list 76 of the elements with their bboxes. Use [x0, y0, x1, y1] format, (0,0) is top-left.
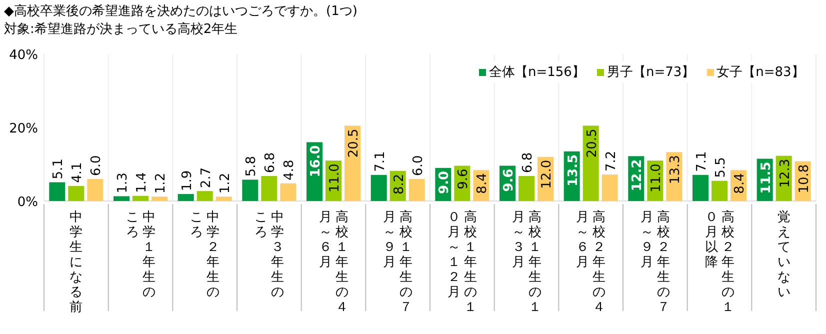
x-tick-label: 中学生になる前 [68, 210, 84, 315]
data-label: 4.1 [70, 162, 86, 183]
data-label: 1.3 [116, 172, 130, 194]
category-label: 中学３年生のころ [254, 210, 284, 300]
legend-label: 全体【n=156】 [488, 65, 585, 80]
bar [582, 126, 599, 201]
bar [49, 182, 66, 201]
category-label: 高校２年生の１０月以降 [704, 210, 734, 315]
data-label: 9.6 [456, 168, 472, 190]
legend-label: 女子【n=83】 [716, 65, 804, 80]
data-label: 5.5 [714, 157, 728, 178]
category-label: 中学２年生のころ [190, 210, 220, 300]
bar [712, 180, 728, 201]
category-label: 高校１年生の１０月～１２月 [447, 210, 477, 315]
bar [344, 126, 360, 201]
y-tick-label: 20% [9, 122, 38, 136]
bar [408, 178, 425, 201]
bar [132, 196, 148, 201]
category-label: 中学１年生のころ [126, 210, 156, 300]
data-label: 10.8 [796, 164, 812, 194]
bar [242, 180, 258, 201]
bar [178, 194, 194, 201]
x-tick-label: 覚えていない [776, 210, 792, 300]
data-label: 20.5 [346, 128, 362, 158]
data-label: 6.8 [263, 152, 278, 174]
data-label: 4.8 [282, 160, 298, 180]
chart-subtitle: 対象:希望進路が決まっている高校2年生 [4, 21, 238, 38]
data-label: 5.1 [51, 158, 66, 180]
bar [261, 176, 278, 201]
data-label: 5.8 [244, 156, 260, 177]
data-label: 12.3 [778, 158, 793, 188]
data-label: 7.1 [694, 151, 710, 172]
data-label: 1.2 [154, 172, 168, 194]
bar [216, 196, 232, 201]
category-label: 高校１年生の７月～９月 [383, 210, 413, 315]
bar [68, 186, 84, 201]
data-label: 1.4 [134, 172, 150, 193]
data-label: 6.0 [89, 155, 104, 176]
bar [692, 174, 708, 201]
data-label: 1.9 [180, 170, 195, 192]
category-label: 高校２年生の４月～６月 [576, 210, 606, 315]
data-label: 8.2 [392, 174, 407, 195]
category-label: 高校２年生の７月～９月 [640, 210, 670, 315]
category-label: 高校１年生の４月～６月 [318, 210, 348, 315]
data-label: 9.6 [502, 168, 516, 192]
chart-title: ◆高校卒業後の希望進路を決めたのはいつごろですか。(1つ) [4, 3, 358, 20]
data-label: 13.3 [668, 155, 684, 184]
data-label: 11.0 [328, 164, 342, 193]
data-label: 8.4 [475, 173, 490, 194]
legend-label: 男子【n=73】 [606, 65, 695, 80]
data-label: 6.8 [520, 152, 536, 174]
category-label: 高校１年生の１月～３月 [512, 210, 542, 315]
bar [152, 196, 168, 201]
data-label: 12.2 [630, 159, 646, 192]
data-label: 13.5 [566, 154, 581, 186]
data-label: 6.0 [410, 155, 426, 176]
bar [518, 176, 534, 201]
data-label: 11.0 [649, 164, 664, 193]
data-label: 1.2 [218, 172, 233, 194]
y-tick-label: 40% [9, 48, 38, 63]
bar [370, 174, 387, 201]
data-label: 11.5 [758, 162, 774, 194]
data-label: 12.0 [540, 160, 554, 189]
bar [602, 174, 618, 201]
data-label: 2.7 [198, 167, 214, 188]
bar [114, 196, 130, 201]
bar [280, 183, 296, 201]
y-tick-label: 0% [17, 195, 38, 210]
bar [196, 191, 213, 201]
data-label: 7.1 [372, 151, 388, 172]
bar [87, 178, 104, 201]
data-label: 9.0 [437, 170, 452, 194]
data-label: 8.4 [732, 173, 748, 194]
data-label: 16.0 [308, 145, 324, 178]
data-label: 20.5 [584, 128, 600, 158]
data-label: 7.2 [604, 150, 619, 172]
